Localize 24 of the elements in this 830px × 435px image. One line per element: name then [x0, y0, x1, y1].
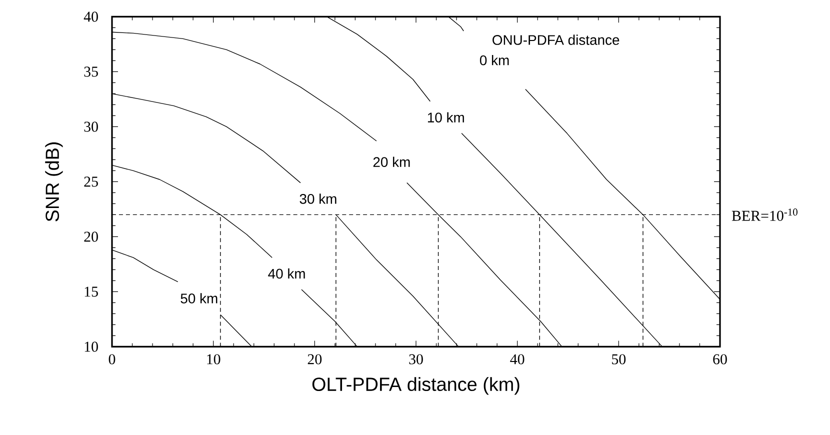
y-tick-label: 25 [84, 176, 98, 187]
x-tick-label: 30 [409, 354, 423, 364]
series-label: 20 km [373, 156, 410, 168]
series-label: 40 km [268, 268, 305, 279]
y-tick-label: 35 [84, 66, 98, 77]
x-tick-label: 20 [308, 354, 322, 364]
x-tick-label: 60 [713, 354, 727, 364]
x-tick-label: 0 [108, 354, 116, 364]
y-axis-title: SNR (dB) [45, 142, 63, 222]
x-axis-title: OLT-PDFA distance (km) [312, 377, 520, 395]
text: BER=10$^{-10}$ [732, 208, 798, 221]
text: 0 km [480, 55, 509, 66]
y-tick-label: 40 [84, 12, 98, 22]
series-label: 10 km [428, 112, 464, 122]
x-tick-label: 50 [612, 354, 626, 364]
series-label: 50 km [180, 293, 218, 304]
y-tick-label: 10 [84, 342, 98, 352]
series-label: 30 km [300, 194, 336, 204]
y-tick-label: 15 [84, 286, 98, 297]
x-tick-label: 40 [510, 354, 524, 364]
x-tick-label: 10 [207, 354, 220, 364]
legend-title: ONU-PDFA distance [492, 34, 620, 45]
y-tick-label: 20 [84, 232, 98, 242]
y-tick-label: 30 [84, 122, 98, 132]
